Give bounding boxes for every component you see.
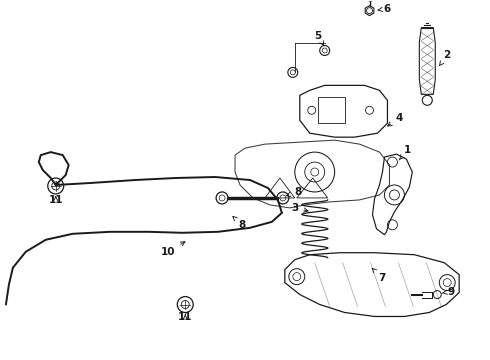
Text: 8: 8 (287, 187, 301, 197)
Text: 9: 9 (442, 287, 455, 297)
Text: 3: 3 (291, 203, 308, 213)
Text: 8: 8 (233, 216, 245, 230)
Text: 7: 7 (372, 268, 385, 283)
Text: 11: 11 (49, 195, 63, 205)
Text: 2: 2 (440, 50, 451, 66)
Text: 11: 11 (178, 312, 193, 323)
Text: 1: 1 (399, 145, 411, 160)
Text: 5: 5 (314, 31, 324, 46)
Text: 6: 6 (378, 4, 391, 14)
Text: 10: 10 (161, 242, 185, 257)
Text: 4: 4 (388, 113, 403, 126)
